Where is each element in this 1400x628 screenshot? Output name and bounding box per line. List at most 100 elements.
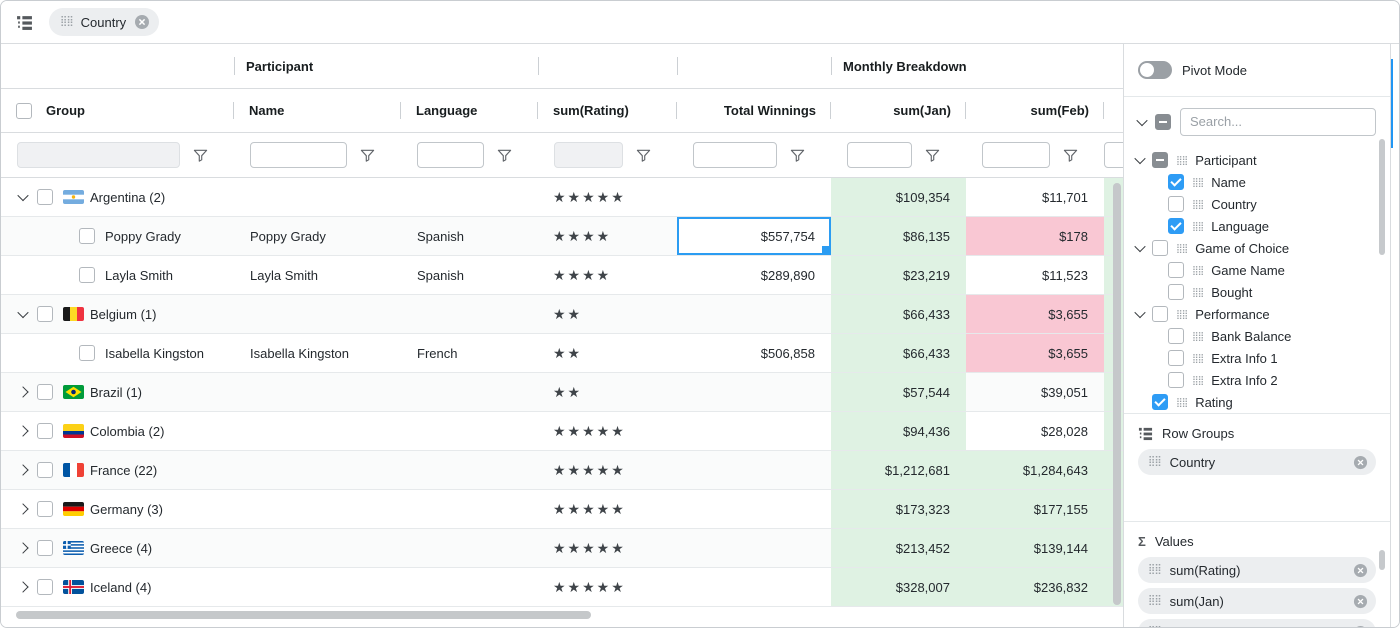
total-winnings-cell[interactable] — [677, 490, 831, 528]
total-winnings-cell[interactable]: $557,754 — [677, 217, 831, 255]
name-cell[interactable] — [234, 529, 401, 567]
drag-handle-icon[interactable]: ⣿⣿ — [1176, 310, 1187, 319]
language-cell[interactable] — [401, 295, 538, 333]
sum-jan-cell[interactable]: $1,212,681 — [831, 451, 966, 489]
table-row[interactable]: Poppy GradyPoppy GradySpanish★★★★$557,75… — [1, 217, 1123, 256]
sum-feb-cell[interactable]: $11,701 — [966, 178, 1104, 216]
language-cell[interactable] — [401, 412, 538, 450]
sum-feb-cell[interactable]: $11,523 — [966, 256, 1104, 294]
filter-input-next[interactable] — [1104, 142, 1123, 168]
column-tree-item-rating[interactable]: ⣿⣿Rating — [1124, 391, 1390, 413]
drag-handle-icon[interactable]: ⣿⣿ — [60, 17, 73, 27]
rating-cell[interactable]: ★★★★★ — [538, 490, 677, 528]
name-cell[interactable] — [234, 490, 401, 528]
drag-handle-icon[interactable]: ⣿⣿ — [1192, 178, 1203, 187]
column-checkbox[interactable] — [1152, 152, 1168, 168]
column-tree-item-language[interactable]: ⣿⣿Language — [1124, 215, 1390, 237]
sum-feb-cell[interactable]: $28,028 — [966, 412, 1104, 450]
column-tree-item-game-of-choice[interactable]: ⣿⣿Game of Choice — [1124, 237, 1390, 259]
group-row[interactable]: Brazil (1)★★$57,544$39,051 — [1, 373, 1123, 412]
total-winnings-cell[interactable] — [677, 295, 831, 333]
remove-pill-icon[interactable] — [1353, 625, 1368, 628]
column-header-group[interactable]: Group — [1, 89, 234, 132]
row-select-checkbox[interactable] — [37, 189, 53, 205]
rating-cell[interactable]: ★★★★★ — [538, 568, 677, 606]
expand-group-icon[interactable] — [17, 503, 28, 514]
total-winnings-cell[interactable] — [677, 412, 831, 450]
language-cell[interactable] — [401, 373, 538, 411]
row-select-checkbox[interactable] — [37, 501, 53, 517]
column-checkbox[interactable] — [1152, 394, 1168, 410]
column-checkbox[interactable] — [1168, 218, 1184, 234]
filter-funnel-icon[interactable] — [497, 148, 512, 163]
name-cell[interactable] — [234, 178, 401, 216]
expand-group-icon[interactable] — [17, 386, 28, 397]
language-cell[interactable] — [401, 529, 538, 567]
rating-cell[interactable]: ★★★★★ — [538, 412, 677, 450]
column-tree-item-participant[interactable]: ⣿⣿Participant — [1124, 149, 1390, 171]
collapse-group-icon[interactable] — [17, 190, 28, 201]
column-checkbox[interactable] — [1168, 196, 1184, 212]
name-cell[interactable] — [234, 295, 401, 333]
name-cell[interactable] — [234, 568, 401, 606]
row-select-checkbox[interactable] — [37, 540, 53, 556]
sum-feb-cell[interactable]: $3,655 — [966, 334, 1104, 372]
sum-feb-cell[interactable]: $236,832 — [966, 568, 1104, 606]
group-row[interactable]: France (22) ★★★★★ $1,212,681$1,284,643 — [1, 451, 1123, 490]
column-header-jan[interactable]: sum(Jan) — [831, 89, 966, 132]
column-tree-item-bought[interactable]: ⣿⣿Bought — [1124, 281, 1390, 303]
select-all-rows-checkbox[interactable] — [16, 103, 32, 119]
drag-handle-icon[interactable]: ⣿⣿ — [1148, 457, 1161, 467]
language-cell[interactable]: French — [401, 334, 538, 372]
column-checkbox[interactable] — [1152, 240, 1168, 256]
drag-handle-icon[interactable]: ⣿⣿ — [1192, 200, 1203, 209]
name-cell[interactable] — [234, 451, 401, 489]
drag-handle-icon[interactable]: ⣿⣿ — [1192, 266, 1203, 275]
name-cell[interactable] — [234, 373, 401, 411]
filter-funnel-icon[interactable] — [360, 148, 375, 163]
rating-cell[interactable]: ★★★★★ — [538, 529, 677, 567]
row-select-checkbox[interactable] — [37, 579, 53, 595]
row-select-checkbox[interactable] — [79, 228, 95, 244]
sum-feb-cell[interactable]: $177,155 — [966, 490, 1104, 528]
total-winnings-cell[interactable]: $506,858 — [677, 334, 831, 372]
row-group-chip-country[interactable]: ⣿⣿ Country — [49, 8, 159, 36]
column-checkbox[interactable] — [1168, 174, 1184, 190]
drag-handle-icon[interactable]: ⣿⣿ — [1148, 565, 1161, 575]
pill-country[interactable]: ⣿⣿Country — [1138, 449, 1376, 475]
remove-chip-icon[interactable] — [134, 14, 150, 30]
filter-input-name[interactable] — [250, 142, 347, 168]
horizontal-scrollbar[interactable] — [16, 611, 591, 619]
column-header-total[interactable]: Total Winnings — [677, 89, 831, 132]
column-header-rating[interactable]: sum(Rating) — [538, 89, 677, 132]
drag-handle-icon[interactable]: ⣿⣿ — [1176, 156, 1187, 165]
column-checkbox[interactable] — [1168, 284, 1184, 300]
sum-feb-cell[interactable]: $139,144 — [966, 529, 1104, 567]
drag-handle-icon[interactable]: ⣿⣿ — [1192, 288, 1203, 297]
sum-jan-cell[interactable]: $66,433 — [831, 295, 966, 333]
sum-feb-cell[interactable]: $3,655 — [966, 295, 1104, 333]
chevron-down-icon[interactable] — [1134, 241, 1145, 252]
sum-jan-cell[interactable]: $66,433 — [831, 334, 966, 372]
drag-handle-icon[interactable]: ⣿⣿ — [1192, 354, 1203, 363]
language-cell[interactable] — [401, 178, 538, 216]
sum-feb-cell[interactable]: $1,284,643 — [966, 451, 1104, 489]
rating-cell[interactable]: ★★★★★ — [538, 451, 677, 489]
filter-funnel-icon[interactable] — [790, 148, 805, 163]
expand-group-icon[interactable] — [17, 425, 28, 436]
filter-funnel-icon[interactable] — [636, 148, 651, 163]
pill-sum-rating-[interactable]: ⣿⣿sum(Rating) — [1138, 557, 1376, 583]
group-cell[interactable]: Argentina (2) — [1, 178, 234, 216]
column-tree-item-bank-balance[interactable]: ⣿⣿Bank Balance — [1124, 325, 1390, 347]
group-cell[interactable]: France (22) — [1, 451, 234, 489]
expand-group-icon[interactable] — [17, 464, 28, 475]
table-row[interactable]: Isabella KingstonIsabella KingstonFrench… — [1, 334, 1123, 373]
group-row[interactable]: Greece (4)★★★★★$213,452$139,144 — [1, 529, 1123, 568]
column-checkbox[interactable] — [1168, 372, 1184, 388]
language-cell[interactable] — [401, 451, 538, 489]
group-cell[interactable]: Belgium (1) — [1, 295, 234, 333]
filter-input-total[interactable] — [693, 142, 777, 168]
total-winnings-cell[interactable] — [677, 529, 831, 567]
group-row[interactable]: Argentina (2)★★★★★$109,354$11,701 — [1, 178, 1123, 217]
row-select-checkbox[interactable] — [37, 462, 53, 478]
